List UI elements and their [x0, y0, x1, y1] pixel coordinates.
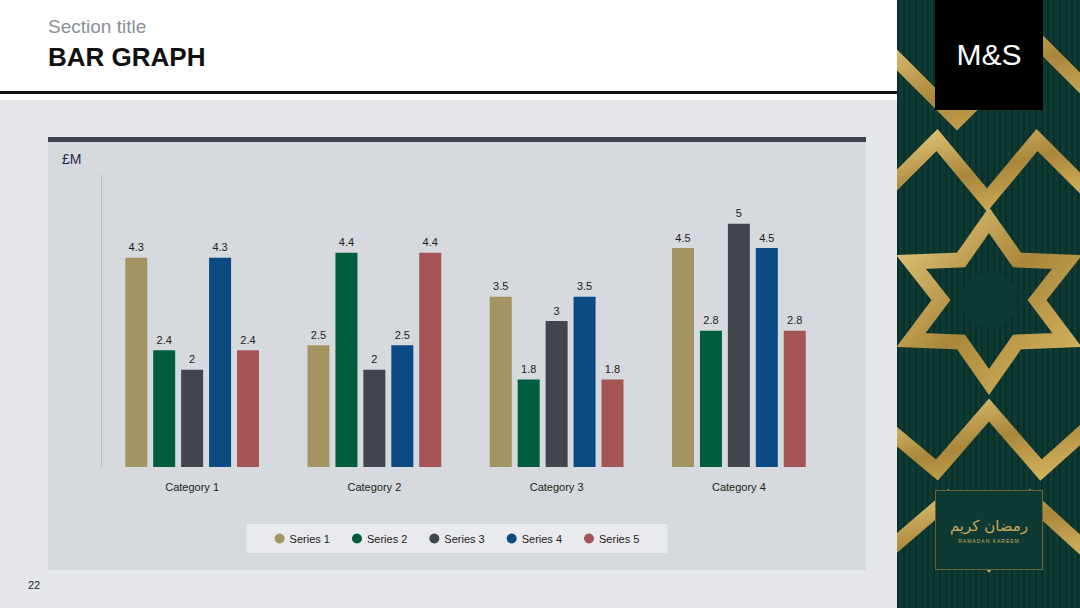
svg-text:2.4: 2.4: [157, 334, 172, 346]
svg-text:1.8: 1.8: [605, 363, 620, 375]
html-text:RAMADAN KAREEM: RAMADAN KAREEM: [958, 537, 1020, 544]
svg-text:Category 2: Category 2: [347, 481, 401, 493]
svg-text:2.5: 2.5: [395, 329, 410, 341]
html-text:M&S: M&S: [956, 38, 1022, 71]
svg-text:3.5: 3.5: [493, 280, 508, 292]
svg-text:Series 3: Series 3: [444, 533, 484, 545]
svg-text:1.8: 1.8: [521, 363, 536, 375]
svg-text:4.4: 4.4: [339, 236, 354, 248]
svg-text:2: 2: [371, 353, 377, 365]
svg-text:Series 2: Series 2: [367, 533, 407, 545]
svg-text:4.5: 4.5: [675, 232, 690, 244]
svg-text:3: 3: [554, 305, 560, 317]
svg-text:Category 1: Category 1: [165, 481, 219, 493]
svg-text:5: 5: [736, 207, 742, 219]
svg-text:Category 4: Category 4: [712, 481, 766, 493]
html-text:BAR GRAPH: BAR GRAPH: [48, 42, 206, 72]
svg-text:Series 5: Series 5: [599, 533, 639, 545]
html-text:22: 22: [28, 579, 41, 591]
svg-text:2: 2: [189, 353, 195, 365]
svg-text:4.5: 4.5: [759, 232, 774, 244]
svg-text:£M: £M: [62, 151, 81, 167]
svg-text:4.3: 4.3: [212, 241, 227, 253]
svg-text:2.4: 2.4: [240, 334, 255, 346]
svg-text:Series 4: Series 4: [522, 533, 562, 545]
svg-text:4.4: 4.4: [423, 236, 438, 248]
svg-text:2.8: 2.8: [703, 314, 718, 326]
html-text:رمضان كريم: رمضان كريم: [949, 516, 1029, 535]
svg-text:4.3: 4.3: [129, 241, 144, 253]
svg-text:2.5: 2.5: [311, 329, 326, 341]
svg-text:Series 1: Series 1: [290, 533, 330, 545]
svg-text:Category 3: Category 3: [530, 481, 584, 493]
html-text:Section title: Section title: [48, 16, 147, 37]
svg-text:2.8: 2.8: [787, 314, 802, 326]
svg-text:3.5: 3.5: [577, 280, 592, 292]
